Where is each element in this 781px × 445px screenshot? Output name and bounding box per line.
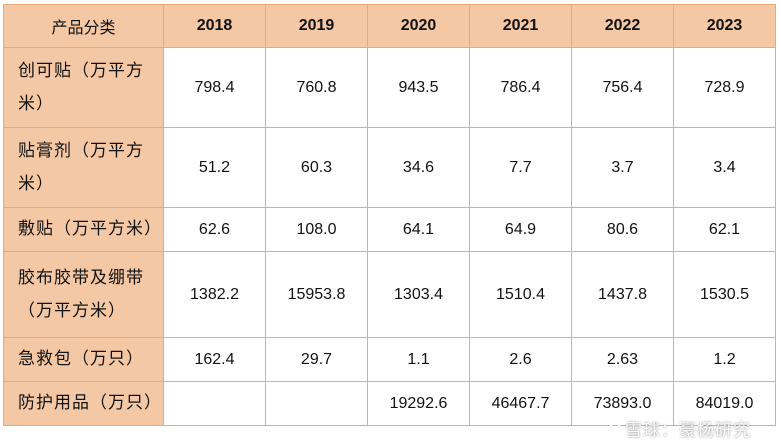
table-row: 防护用品（万只） 19292.6 46467.7 73893.0 84019.0 xyxy=(3,381,776,426)
table-cell: 3.7 xyxy=(571,127,674,208)
header-year: 2019 xyxy=(265,4,368,48)
header-year: 2023 xyxy=(673,4,776,48)
table-cell: 1.1 xyxy=(367,337,470,382)
table-cell: 756.4 xyxy=(571,47,674,128)
table-cell: 786.4 xyxy=(469,47,572,128)
table-cell: 943.5 xyxy=(367,47,470,128)
table-cell: 798.4 xyxy=(163,47,266,128)
table-cell: 1303.4 xyxy=(367,251,470,338)
table-cell xyxy=(163,381,266,426)
table-cell: 46467.7 xyxy=(469,381,572,426)
table-cell: 62.1 xyxy=(673,207,776,252)
table-cell: 51.2 xyxy=(163,127,266,208)
header-product-category: 产品分类 xyxy=(3,4,164,48)
table-cell: 108.0 xyxy=(265,207,368,252)
table-cell: 84019.0 xyxy=(673,381,776,426)
table-cell: 60.3 xyxy=(265,127,368,208)
table-cell: 760.8 xyxy=(265,47,368,128)
table-cell: 1510.4 xyxy=(469,251,572,338)
table-row: 贴膏剂（万平方米） 51.2 60.3 34.6 7.7 3.7 3.4 xyxy=(3,127,776,208)
header-year: 2020 xyxy=(367,4,470,48)
table-cell: 728.9 xyxy=(673,47,776,128)
table-cell: 64.9 xyxy=(469,207,572,252)
table-cell: 34.6 xyxy=(367,127,470,208)
table-cell: 80.6 xyxy=(571,207,674,252)
table-cell: 7.7 xyxy=(469,127,572,208)
table-cell: 19292.6 xyxy=(367,381,470,426)
header-year: 2022 xyxy=(571,4,674,48)
table-cell: 73893.0 xyxy=(571,381,674,426)
row-label: 敷贴（万平方米） xyxy=(3,207,164,252)
header-year: 2021 xyxy=(469,4,572,48)
table-cell: 1437.8 xyxy=(571,251,674,338)
row-label: 防护用品（万只） xyxy=(3,381,164,426)
table-cell: 2.63 xyxy=(571,337,674,382)
table-row: 急救包（万只） 162.4 29.7 1.1 2.6 2.63 1.2 xyxy=(3,337,776,382)
table-cell: 162.4 xyxy=(163,337,266,382)
table-cell: 29.7 xyxy=(265,337,368,382)
table-cell: 64.1 xyxy=(367,207,470,252)
row-label: 创可贴（万平方米） xyxy=(3,47,164,128)
row-label: 胶布胶带及绷带（万平方米） xyxy=(3,251,164,338)
table-cell: 1530.5 xyxy=(673,251,776,338)
table-cell: 3.4 xyxy=(673,127,776,208)
header-year: 2018 xyxy=(163,4,266,48)
table-container: 产品分类 2018 2019 2020 2021 2022 2023 创可贴（万… xyxy=(3,4,776,426)
table-cell: 2.6 xyxy=(469,337,572,382)
table-row: 胶布胶带及绷带（万平方米） 1382.2 15953.8 1303.4 1510… xyxy=(3,251,776,338)
table-row: 创可贴（万平方米） 798.4 760.8 943.5 786.4 756.4 … xyxy=(3,47,776,128)
row-label: 贴膏剂（万平方米） xyxy=(3,127,164,208)
product-data-table: 产品分类 2018 2019 2020 2021 2022 2023 创可贴（万… xyxy=(3,4,776,426)
header-row: 产品分类 2018 2019 2020 2021 2022 2023 xyxy=(3,4,776,48)
table-cell xyxy=(265,381,368,426)
table-row: 敷贴（万平方米） 62.6 108.0 64.1 64.9 80.6 62.1 xyxy=(3,207,776,252)
table-cell: 1382.2 xyxy=(163,251,266,338)
table-cell: 15953.8 xyxy=(265,251,368,338)
row-label: 急救包（万只） xyxy=(3,337,164,382)
table-cell: 62.6 xyxy=(163,207,266,252)
table-cell: 1.2 xyxy=(673,337,776,382)
